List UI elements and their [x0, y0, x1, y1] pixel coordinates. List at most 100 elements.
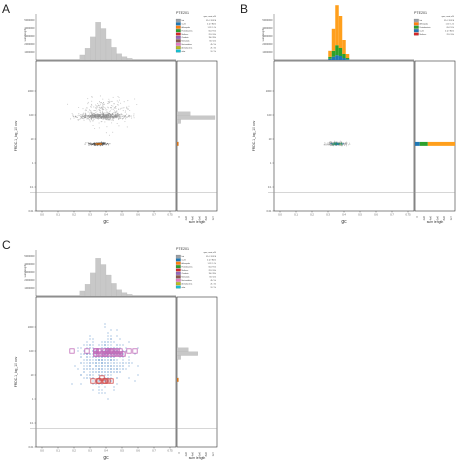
scatter-point [107, 371, 109, 373]
scatter-point [118, 99, 121, 101]
scatter-point [80, 356, 82, 358]
scatter-point [101, 144, 103, 146]
scatter-point [108, 116, 110, 118]
scatter-point [98, 114, 100, 116]
scatter-point [107, 101, 109, 103]
scatter-point [107, 353, 109, 355]
scatter-point [99, 114, 101, 116]
scatter-point [116, 371, 118, 373]
scatter-point [95, 365, 97, 367]
scatter-point [331, 142, 333, 144]
legend-item-name: Bacteroidetes [182, 279, 192, 282]
scatter-point [103, 143, 105, 145]
scatter-point [97, 104, 99, 106]
scatter-point [108, 351, 114, 357]
scatter-point [101, 371, 103, 373]
scatter-point [85, 114, 87, 116]
scatter-point [107, 350, 109, 352]
scatter-point [335, 142, 337, 144]
scatter-point [90, 115, 92, 117]
scatter-point [107, 356, 109, 358]
legend-item-stats: 84 / 12 k [210, 277, 217, 279]
legend-item-name: Chordata [182, 36, 189, 39]
scatter-point [111, 117, 113, 119]
scatter-point [100, 117, 103, 120]
scatter-point [99, 108, 101, 110]
scatter-point [114, 115, 116, 117]
scatter-point [104, 356, 106, 358]
scatter-point [94, 142, 96, 144]
scatter-point [114, 348, 120, 354]
scatter-point [128, 114, 130, 116]
top-histogram-bar [338, 48, 343, 56]
scatter-point [122, 353, 124, 355]
scatter-point [94, 144, 96, 146]
scatter-point [336, 143, 338, 145]
scatter-point [92, 338, 94, 340]
scatter-point [77, 368, 79, 370]
scatter-point [98, 368, 100, 370]
scatter-point [107, 365, 109, 367]
scatter-point [93, 109, 95, 112]
scatter-point [91, 115, 93, 117]
scatter-point [101, 143, 103, 145]
scatter-point [330, 144, 333, 146]
scatter-point [107, 116, 110, 118]
scatter-point [344, 142, 346, 144]
right-histogram-bar [176, 355, 181, 360]
scatter-point [104, 371, 106, 373]
scatter-point [116, 359, 118, 361]
scatter-point [97, 143, 99, 145]
legend-item-stats: 84 / 12 k [210, 41, 217, 43]
scatter-point [107, 398, 109, 400]
scatter-point [72, 114, 74, 116]
scatter-point [104, 344, 106, 346]
scatter-point [103, 143, 105, 146]
right-x-tick-label: 6e6 [197, 215, 201, 220]
scatter-point [119, 371, 121, 373]
scatter-point [107, 115, 109, 117]
legend-item-name: Arthropoda [182, 26, 190, 29]
scatter-point [106, 115, 108, 117]
scatter-point [116, 116, 119, 118]
scatter-point [85, 142, 87, 144]
x-axis-label: gc [103, 455, 109, 461]
scatter-point [83, 350, 85, 352]
scatter-point [100, 117, 102, 119]
scatter-point [105, 109, 107, 111]
scatter-point [101, 144, 103, 146]
scatter-point [121, 114, 123, 116]
scatter-point [105, 143, 107, 145]
scatter-point [94, 127, 96, 130]
scatter-point [101, 143, 103, 145]
scatter-point [101, 356, 103, 358]
scatter-point [89, 365, 91, 367]
scatter-point [99, 143, 101, 145]
scatter-point [112, 113, 114, 115]
scatter-point [101, 359, 103, 361]
scatter-point [331, 142, 333, 144]
scatter-point [335, 143, 338, 145]
top-hist-tick-label: 5000000 [262, 18, 273, 22]
scatter-point [336, 143, 338, 145]
scatter-point [120, 351, 126, 357]
scatter-point [113, 114, 115, 116]
x-tick-label: 0.5 [358, 213, 362, 217]
scatter-point [341, 142, 343, 144]
scatter-point [95, 115, 97, 117]
scatter-point [102, 114, 104, 116]
scatter-point [100, 116, 102, 119]
scatter-point [106, 117, 108, 120]
scatter-point [107, 335, 109, 337]
scatter-point [117, 95, 119, 98]
scatter-point [336, 142, 338, 144]
top-histogram-bar [126, 58, 133, 61]
scatter-point [95, 143, 97, 145]
scatter-point [106, 114, 109, 116]
legend-swatch [413, 18, 419, 22]
scatter-point [98, 108, 100, 110]
scatter-point [98, 380, 100, 382]
scatter-point [115, 106, 117, 108]
scatter-point [103, 114, 105, 116]
scatter-point [98, 113, 100, 115]
